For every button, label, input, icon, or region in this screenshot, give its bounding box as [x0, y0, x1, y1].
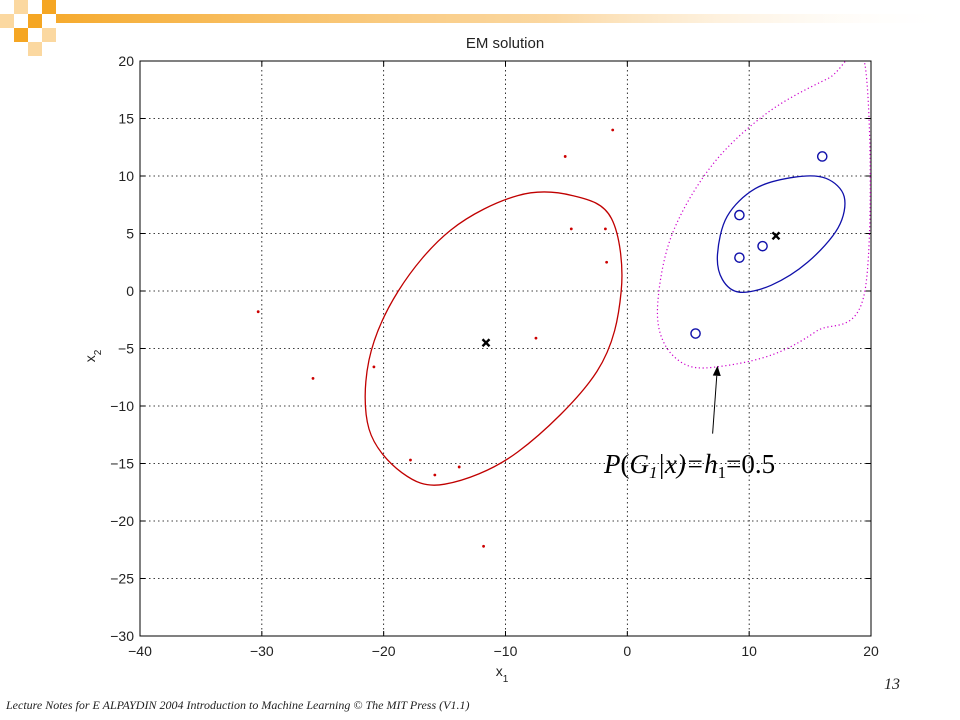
x-axis-label-main: x [496, 663, 503, 679]
page-number: 13 [884, 676, 900, 693]
x-tick-label: 0 [623, 643, 631, 659]
title-decoration [0, 0, 960, 56]
x-axis-label-sub: 1 [503, 674, 509, 685]
ticks: −40 −30 −20 −10 0 10 2020151050−5−10−15−20−25−… [110, 53, 879, 659]
cluster-mean-marker [771, 231, 781, 241]
red-data-point [482, 544, 485, 548]
blue-data-point [690, 328, 701, 339]
accent-square [42, 28, 56, 42]
blue-data-point [734, 252, 745, 263]
anno-open-paren: ( [621, 449, 630, 479]
anno-mid: |x)=h [658, 449, 718, 479]
anno-g: G [630, 449, 650, 479]
grid [140, 61, 871, 636]
red-data-point [372, 365, 376, 369]
red-data-point [256, 310, 260, 314]
chart-title: EM solution [466, 35, 544, 52]
x-axis-label: x1 [496, 663, 509, 685]
red-data-point [409, 458, 412, 462]
gaussian-ellipse [716, 175, 846, 294]
annotation-formula: P(G1|x)=h1=0.5 [603, 449, 775, 482]
red-data-point [563, 155, 567, 158]
y-tick-label: −30 [110, 628, 134, 644]
red-data-point [569, 227, 573, 231]
y-tick-label: −10 [110, 398, 134, 414]
red-data-point [604, 227, 607, 231]
y-tick-label: 5 [126, 226, 134, 242]
ellipses [364, 61, 871, 486]
red-data-point [311, 377, 315, 380]
red-data-point [457, 465, 461, 469]
annotation-arrow [712, 375, 718, 434]
accent-square [28, 42, 42, 56]
footer-citation: Lecture Notes for E ALPAYDIN 2004 Introd… [6, 698, 470, 712]
x-tick-label: −10 [494, 643, 518, 659]
accent-bar [56, 14, 960, 23]
y-tick-label: −25 [110, 571, 134, 587]
red-data-point [433, 473, 437, 477]
accent-square [0, 14, 14, 28]
x-tick-label: −30 [250, 643, 274, 659]
y-tick-label: −15 [110, 456, 134, 472]
red-data-point [534, 336, 538, 340]
anno-h-sub: 1 [718, 463, 727, 482]
x-tick-label: −40 [128, 643, 152, 659]
red-data-point [605, 260, 609, 264]
x-tick-label: 10 [741, 643, 757, 659]
accent-square [42, 0, 56, 14]
gaussian-ellipse [364, 191, 623, 486]
blue-data-point [816, 151, 828, 162]
y-tick-label: 20 [118, 53, 134, 69]
data-points [256, 128, 828, 548]
red-data-point [611, 128, 615, 132]
y-tick-label: 10 [118, 168, 134, 184]
accent-square [28, 14, 42, 28]
y-axis-label-sub: 2 [93, 349, 104, 355]
x-tick-label: 20 [863, 643, 879, 659]
y-tick-label: 15 [118, 111, 134, 127]
anno-p: P [603, 449, 621, 479]
y-axis-label: x2 [82, 349, 104, 362]
posterior-contour [656, 61, 871, 369]
anno-g-sub: 1 [649, 463, 658, 482]
x-tick-label: −20 [372, 643, 396, 659]
accent-square [14, 0, 28, 14]
blue-data-point [757, 240, 768, 252]
blue-data-point [734, 209, 745, 221]
annotation-arrowhead [712, 365, 721, 377]
y-tick-label: −5 [118, 341, 134, 357]
y-tick-label: −20 [110, 513, 134, 529]
y-tick-label: 0 [126, 283, 134, 299]
anno-rest: =0.5 [726, 449, 775, 479]
y-axis-label-main: x [82, 355, 98, 362]
accent-square [14, 28, 28, 42]
cluster-mean-marker [481, 338, 491, 348]
